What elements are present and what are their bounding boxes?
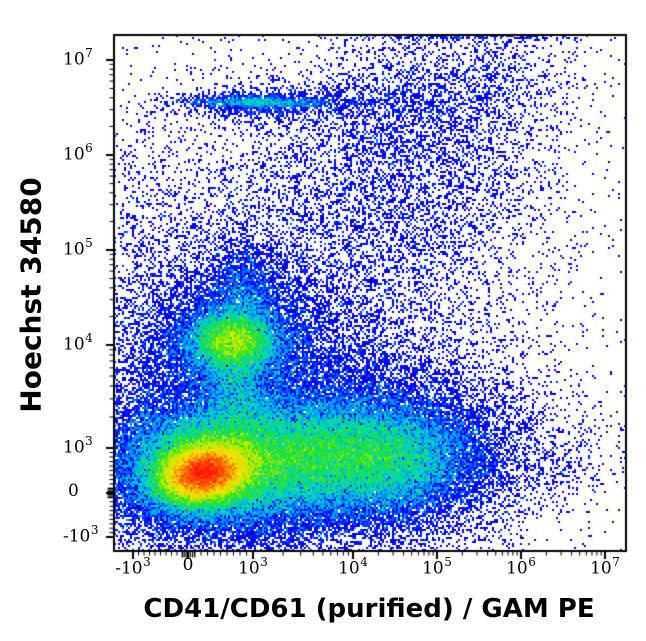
tick-mantissa: 10	[63, 437, 85, 458]
x-axis-title: CD41/CD61 (purified) / GAM PE	[143, 594, 595, 624]
tick-mantissa: 10	[506, 558, 528, 579]
tick-exponent: 4	[360, 555, 368, 569]
tick-exponent: 3	[85, 434, 93, 449]
tick-exponent: 6	[528, 555, 536, 569]
y-tick-label-10^5: 105	[63, 236, 93, 260]
tick-mantissa: 10	[422, 558, 444, 579]
tick-exponent: 3	[90, 523, 99, 538]
tick-mantissa: 10	[63, 334, 85, 355]
tick-exponent: 5	[85, 236, 93, 251]
tick-mantissa: -10	[63, 526, 91, 547]
tick-exponent: 3	[260, 555, 268, 569]
tick-mantissa: 0	[182, 555, 194, 575]
tick-mantissa: 10	[338, 558, 360, 579]
y-tick-label-10^6: 106	[63, 141, 93, 165]
y-tick-label-10^7: 107	[63, 46, 93, 70]
y-tick-label-10^4: 104	[63, 331, 93, 355]
tick-exponent: 6	[85, 141, 93, 156]
y-tick-label--10^3: -103	[63, 523, 99, 547]
tick-mantissa: 0	[68, 481, 79, 502]
x-tick-label--10^3: -103	[115, 555, 151, 579]
y-tick-label-10^3: 103	[63, 434, 93, 458]
tick-exponent: 7	[85, 46, 93, 61]
x-tick-label-10^6: 106	[506, 555, 536, 579]
x-tick-label-10^7: 107	[590, 555, 620, 579]
tick-exponent: 4	[85, 331, 93, 346]
x-tick-label-0: 0	[183, 557, 194, 574]
tick-mantissa: 10	[63, 239, 85, 260]
y-axis-title: Hoechst 34580	[14, 177, 48, 413]
x-tick-label-10^3: 103	[238, 555, 268, 579]
tick-mantissa: 10	[590, 558, 612, 579]
tick-mantissa: 10	[63, 49, 85, 70]
x-tick-label-10^5: 105	[422, 555, 452, 579]
y-tick-label-0: 0	[68, 483, 79, 500]
tick-mantissa: -10	[115, 558, 143, 579]
x-tick-label-10^4: 104	[338, 555, 368, 579]
tick-mantissa: 10	[238, 558, 260, 579]
tick-exponent: 7	[612, 555, 620, 569]
tick-exponent: 5	[444, 555, 452, 569]
tick-exponent: 3	[143, 555, 151, 569]
tick-mantissa: 10	[63, 144, 85, 165]
